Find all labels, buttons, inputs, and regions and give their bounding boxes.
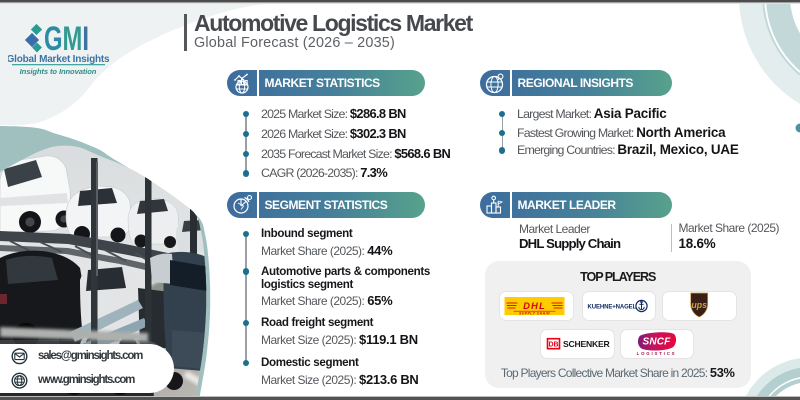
- svg-text:ups: ups: [691, 300, 707, 310]
- svg-text:SUPPLY CHAIN: SUPPLY CHAIN: [519, 312, 550, 316]
- svg-text:Global Market Insights: Global Market Insights: [8, 54, 110, 65]
- svg-text:SCHENKER: SCHENKER: [563, 339, 611, 349]
- svg-text:KUEHNE+NAGEL: KUEHNE+NAGEL: [587, 305, 636, 311]
- svg-text:DHL: DHL: [523, 301, 546, 312]
- svg-text:SNCF: SNCF: [643, 337, 672, 348]
- svg-text:Insights to Innovation: Insights to Innovation: [20, 67, 97, 76]
- svg-text:DB: DB: [548, 342, 558, 349]
- svg-text:LOGISTICS: LOGISTICS: [637, 352, 677, 357]
- svg-text:GMI: GMI: [44, 20, 89, 58]
